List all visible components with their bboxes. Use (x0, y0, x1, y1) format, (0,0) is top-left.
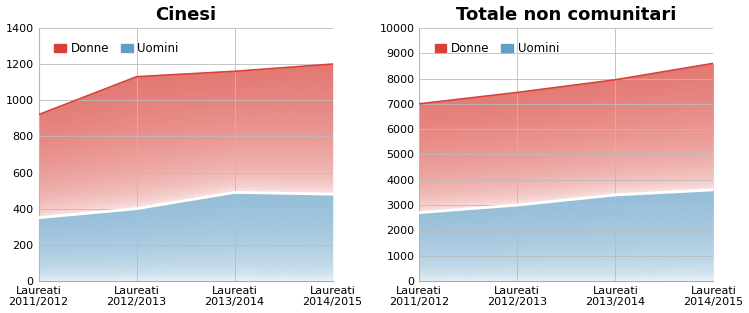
Legend: Donne, Uomini: Donne, Uomini (431, 39, 562, 59)
Title: Cinesi: Cinesi (155, 6, 216, 23)
Legend: Donne, Uomini: Donne, Uomini (50, 39, 182, 59)
Title: Totale non comunitari: Totale non comunitari (456, 6, 676, 23)
